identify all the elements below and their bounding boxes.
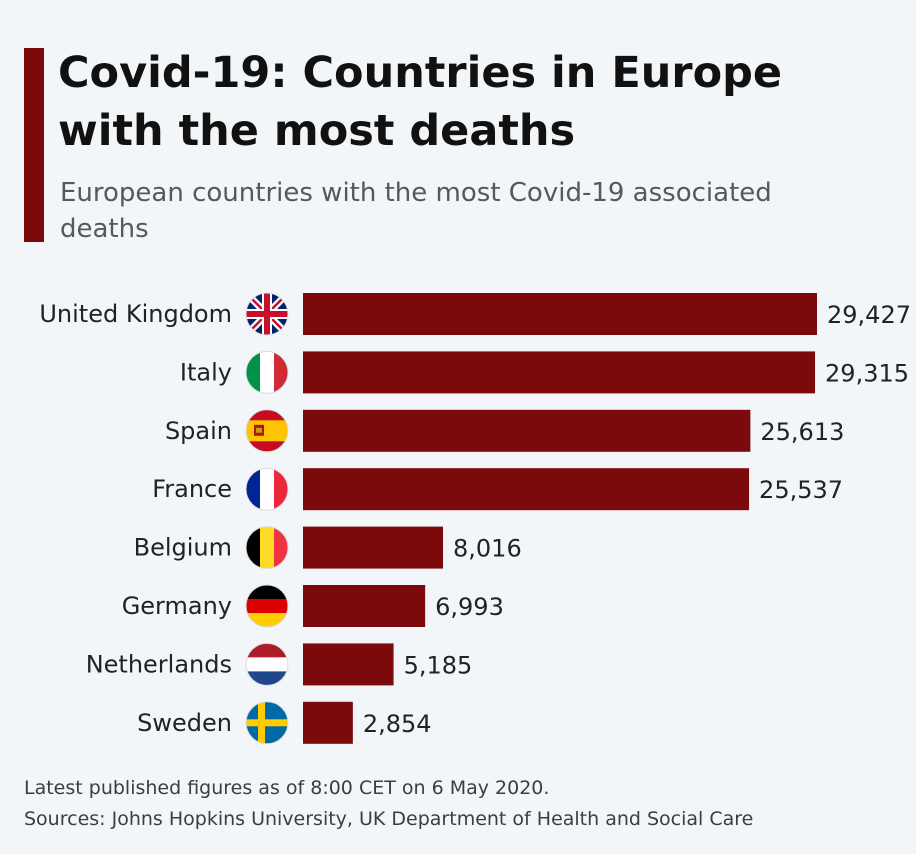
title-accent-bar [24,48,44,242]
uk-flag-icon [246,293,288,335]
category-label-italy: Italy [180,358,232,386]
spain-flag-icon-outline [245,409,289,453]
value-label-sweden: 2,854 [363,710,432,738]
belgium-flag-icon-outline [245,526,289,570]
value-label-france: 25,537 [759,476,843,504]
bar-italy [303,351,816,394]
bar-chart: United Kingdom 29,427 Italy 29,315 Spain 25,6… [0,280,916,750]
footer-note: Latest published figures as of 8:00 CET … [24,777,550,799]
bar-row-spain: Spain 25,613 [165,409,844,453]
bar-germany [303,585,426,627]
value-label-belgium: 8,016 [453,535,522,563]
category-label-united-kingdom: United Kingdom [39,300,232,328]
spain-flag-icon [246,409,288,452]
value-label-netherlands: 5,185 [404,651,473,679]
bar-sweden [303,701,353,744]
chart-title: Covid-19: Countries in Europe with the m… [58,48,783,156]
value-label-united-kingdom: 29,427 [827,301,911,329]
italy-flag-icon [246,351,288,394]
italy-flag-icon-outline [245,350,289,394]
bar-netherlands [303,643,394,686]
category-label-spain: Spain [165,417,232,445]
bar-row-germany: Germany 6,993 [122,584,504,628]
bar-row-france: France 25,537 [152,467,843,511]
france-flag-icon [246,468,288,511]
bar-row-netherlands: Netherlands 5,185 [86,642,473,686]
netherlands-flag-icon [246,643,288,686]
value-label-spain: 25,613 [760,418,844,446]
chart-subtitle: European countries with the most Covid-1… [60,178,772,244]
netherlands-flag-icon-outline [245,642,289,686]
bar-france [303,468,750,511]
category-label-france: France [152,475,232,503]
germany-flag-icon [246,585,288,627]
sweden-flag-icon-outline [245,701,289,745]
belgium-flag-icon [246,526,288,569]
category-label-netherlands: Netherlands [86,650,232,678]
uk-flag-icon-outline [245,292,289,336]
footer-sources: Sources: Johns Hopkins University, UK De… [24,808,754,830]
bar-row-united-kingdom: United Kingdom 29,427 [39,292,911,336]
bar-belgium [303,526,444,569]
category-label-germany: Germany [122,592,232,620]
france-flag-icon-outline [245,467,289,511]
value-label-germany: 6,993 [435,593,504,621]
sweden-flag-icon [246,701,288,744]
bar-row-sweden: Sweden 2,854 [137,701,432,745]
bar-row-italy: Italy 29,315 [180,350,909,394]
germany-flag-icon-outline [245,584,289,628]
bar-chart-svg: United Kingdom 29,427 Italy 29,315 Spain 25,6… [39,292,911,745]
bar-spain [303,409,751,452]
bar-united-kingdom [303,293,817,335]
bar-row-belgium: Belgium 8,016 [134,526,522,570]
chart-footer: Latest published figures as of 8:00 CET … [24,773,904,835]
category-label-sweden: Sweden [137,709,232,737]
category-label-belgium: Belgium [134,534,232,562]
value-label-italy: 29,315 [825,359,909,387]
